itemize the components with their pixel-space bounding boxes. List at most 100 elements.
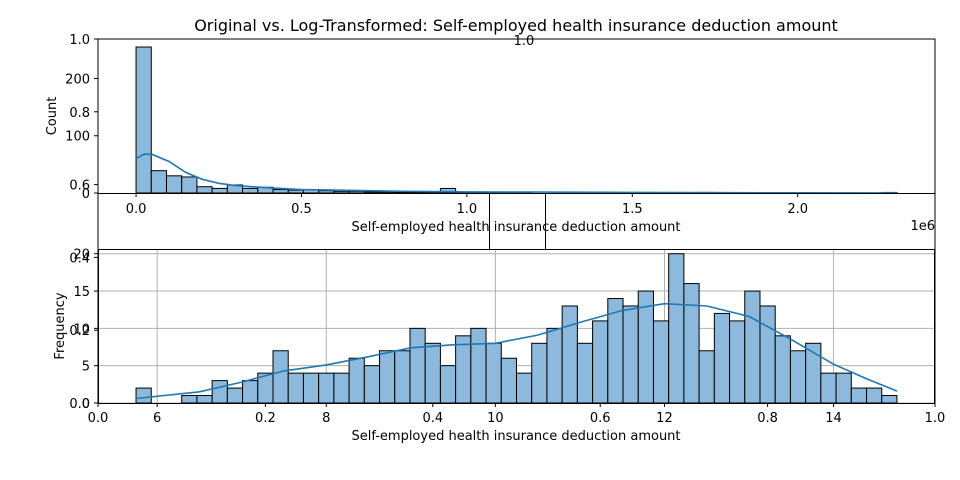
x-tick-label: 1.5: [622, 202, 643, 217]
background-frame-ticks: 0.00.00.20.20.40.40.60.60.80.81.01.0: [69, 33, 945, 426]
histogram-bar: [576, 342, 594, 404]
frame-x-tick-label: 0.2: [255, 411, 276, 426]
histogram-bar: [287, 189, 304, 194]
histogram-bar: [592, 320, 609, 404]
y-tick-label: 0: [82, 397, 90, 412]
histogram-bar: [850, 387, 868, 404]
histogram-bar: [485, 342, 502, 404]
histogram-bar: [546, 327, 563, 404]
x-tick-label: 0.5: [291, 202, 312, 217]
histogram-bar: [789, 350, 807, 404]
x-tick-label: 8: [322, 411, 330, 426]
histogram-bar: [135, 46, 152, 194]
histogram-bar: [348, 357, 365, 404]
histogram-bar: [424, 342, 441, 404]
x-tick-label: 14: [825, 411, 842, 426]
histogram-bar: [318, 372, 335, 404]
x-tick-label: 10: [487, 411, 504, 426]
histogram-bar: [394, 191, 411, 194]
histogram-bar: [165, 175, 183, 194]
histogram-bar: [242, 380, 259, 404]
y-tick-label: 20: [73, 248, 90, 263]
histogram-bar: [333, 372, 350, 404]
frame-x-tick-label: 0.6: [590, 411, 611, 426]
y-tick-label: 15: [73, 285, 90, 300]
histogram-bar: [135, 387, 152, 404]
histogram-bar: [774, 335, 791, 404]
x-tick-label: 0.0: [126, 202, 147, 217]
histogram-bar: [242, 187, 259, 194]
histogram-bar: [318, 190, 335, 194]
log-kde-line: [135, 302, 898, 400]
histogram-bar: [379, 191, 396, 194]
histogram-bar: [729, 320, 746, 404]
histogram-bar: [409, 191, 426, 194]
log-y-ticks: 0 5 10 15 20: [73, 248, 98, 412]
histogram-bar: [759, 305, 776, 404]
histogram-bar: [744, 290, 761, 404]
histogram-bar: [516, 372, 533, 404]
histogram-bar: [881, 395, 898, 404]
log-histogram-axes: 6 8 10 12 14 0 5 10 15 20 Self-employed health i…: [53, 248, 935, 444]
background-frame-top-tick-label: 1.0: [514, 34, 535, 49]
frame-x-tick-label: 0.4: [422, 411, 443, 426]
histogram-bar: [561, 305, 578, 404]
original-histogram-axes: 0.0 0.5 1.0 1.5 2.0 0 100 200 Self-employed he…: [45, 46, 935, 235]
histogram-bar: [713, 312, 731, 404]
frame-y-tick-label: 0.2: [69, 324, 90, 339]
overlap-box: [489, 193, 546, 249]
histogram-bar: [150, 170, 167, 194]
histogram-bar: [348, 190, 365, 194]
histogram-bar: [866, 387, 883, 404]
frame-x-tick-label: 1.0: [925, 411, 946, 426]
histogram-bar: [455, 335, 472, 404]
histogram-bar: [668, 253, 685, 404]
log-x-ticks: 6 8 10 12 14: [153, 403, 842, 426]
frame-y-tick-label: 0.8: [69, 106, 90, 121]
histogram-bar: [409, 327, 426, 404]
histogram-bar: [196, 186, 213, 194]
frame-x-tick-label: 0.8: [757, 411, 778, 426]
original-y-ticks: 0 100 200: [65, 72, 98, 202]
x-tick-label: 2.0: [787, 202, 808, 217]
histogram-bar: [439, 365, 457, 404]
original-x-offset-label: 1e6: [910, 219, 935, 234]
frame-y-tick-label: 0.0: [69, 397, 90, 412]
original-y-axis-label: Count: [45, 97, 60, 136]
y-tick-label: 0: [82, 187, 90, 202]
histogram-bar: [622, 305, 639, 404]
histogram-bar: [226, 387, 244, 404]
histogram-bar: [835, 372, 852, 404]
histogram-bar: [302, 372, 320, 404]
frame-x-tick-label: 0.0: [88, 411, 109, 426]
histogram-bar: [531, 342, 548, 404]
histogram-bar: [652, 320, 670, 404]
histogram-bar: [698, 350, 715, 404]
histogram-bar: [394, 350, 411, 404]
original-x-axis-label: Self-employed health insurance deduction…: [351, 220, 680, 235]
original-x-ticks: 0.0 0.5 1.0 1.5 2.0: [126, 193, 808, 217]
x-tick-label: 6: [153, 411, 161, 426]
log-x-axis-label: Self-employed health insurance deduction…: [351, 429, 680, 444]
histogram-bar: [379, 350, 396, 404]
histogram-bar: [272, 189, 289, 194]
x-tick-label: 1.0: [457, 202, 478, 217]
y-tick-label: 200: [65, 72, 90, 87]
histogram-bar: [181, 395, 198, 404]
original-kde-line: [135, 153, 898, 194]
histogram-bar: [196, 395, 213, 404]
histogram-bar: [363, 191, 381, 194]
histogram-bar: [500, 357, 518, 404]
histogram-bar: [470, 327, 487, 404]
figure-title: Original vs. Log-Transformed: Self-emplo…: [194, 16, 838, 35]
y-tick-label: 10: [73, 322, 90, 337]
frame-y-tick-label: 1.0: [69, 33, 90, 48]
histogram-bar: [363, 365, 381, 404]
background-frame-axes: 1.0 0.00.00.20.20.40.40.60.60.80.81.01.0: [69, 33, 945, 426]
x-tick-label: 12: [656, 411, 673, 426]
histogram-bar: [211, 187, 228, 194]
histogram-bar: [287, 372, 304, 404]
frame-y-tick-label: 0.6: [69, 179, 90, 194]
y-tick-label: 5: [82, 360, 90, 375]
